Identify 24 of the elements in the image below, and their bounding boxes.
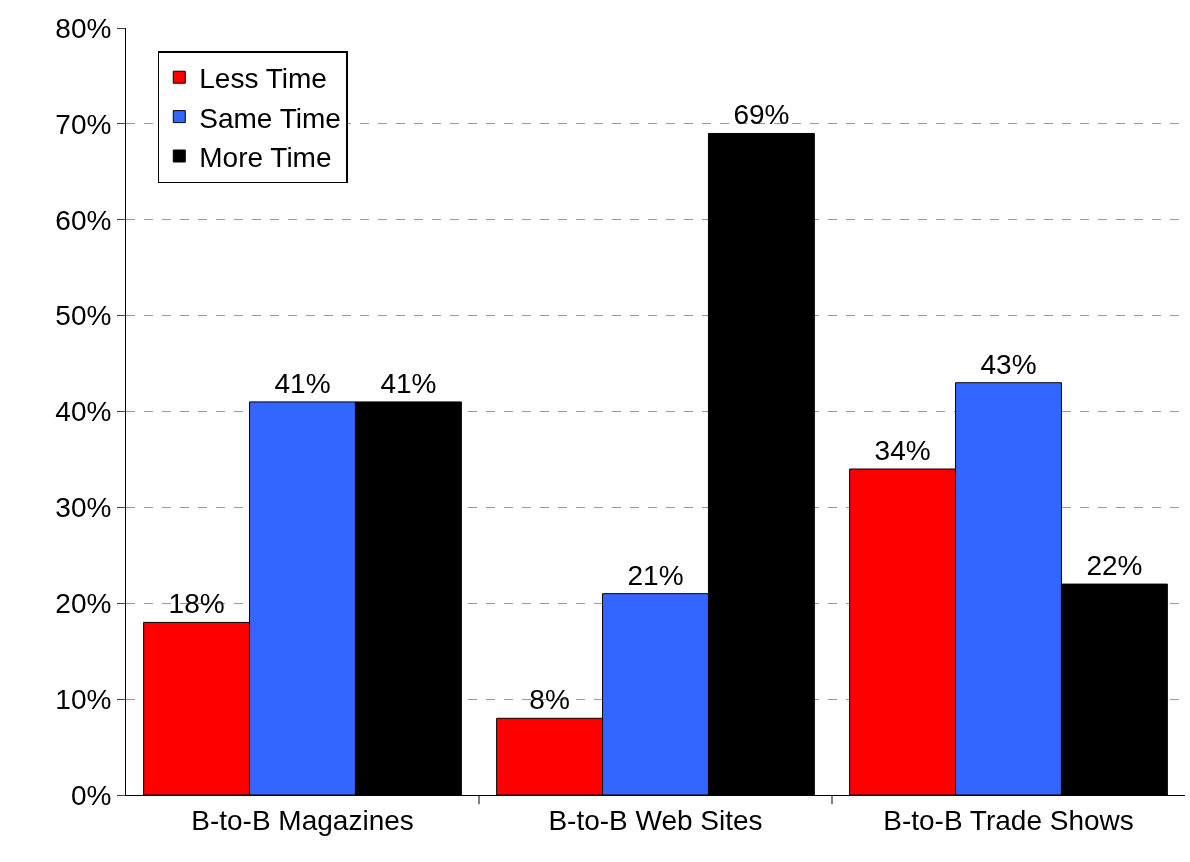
y-tick-label: 40%	[55, 396, 112, 428]
y-tick-label: 30%	[55, 492, 112, 524]
y-tick-label: 80%	[55, 12, 112, 44]
x-tick-label: B-to-B Magazines	[191, 804, 414, 836]
legend-label: More Time	[199, 141, 332, 173]
data-label: 41%	[380, 367, 437, 399]
y-tick-label: 60%	[55, 204, 112, 236]
y-tick-label: 50%	[55, 300, 112, 332]
y-tick-label: 10%	[55, 683, 112, 715]
y-tick-label: 70%	[55, 108, 112, 140]
y-tick-label: 0%	[70, 779, 112, 811]
legend-label: Less Time	[199, 63, 327, 95]
data-label: 22%	[1086, 550, 1143, 582]
data-label: 34%	[874, 435, 931, 467]
x-tick-label: B-to-B Trade Shows	[883, 804, 1134, 836]
data-label: 21%	[627, 559, 684, 591]
data-label: 8%	[529, 684, 570, 716]
data-label: 43%	[980, 348, 1037, 380]
y-tick-label: 20%	[55, 588, 112, 620]
legend-label: Same Time	[199, 102, 341, 134]
data-label: 41%	[274, 367, 331, 399]
data-label: 69%	[733, 99, 790, 131]
x-tick-label: B-to-B Web Sites	[548, 804, 763, 836]
data-label: 18%	[168, 588, 225, 620]
